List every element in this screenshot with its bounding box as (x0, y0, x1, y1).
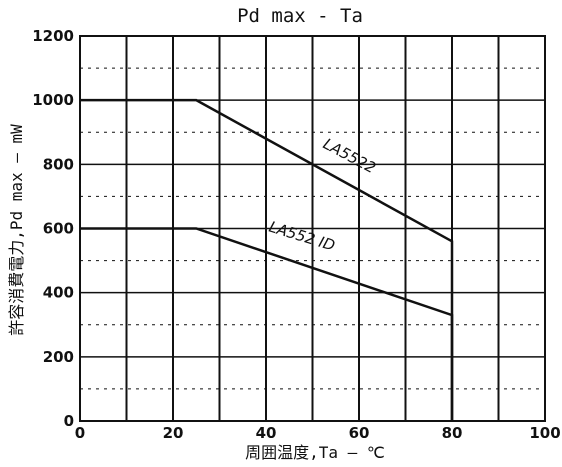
x-axis-label: 周囲温度,Ta — ℃ (245, 443, 385, 462)
x-tick-label: 40 (256, 424, 277, 442)
x-tick-labels: 0 20 40 60 80 100 (75, 424, 561, 442)
x-tick-label: 20 (163, 424, 184, 442)
y-tick-label: 0 (64, 412, 74, 430)
x-tick-label: 80 (442, 424, 463, 442)
x-tick-label: 60 (349, 424, 370, 442)
y-axis-label: 許容消費電力,Pd max — mW (7, 124, 26, 336)
y-tick-label: 200 (43, 348, 74, 366)
y-tick-label: 800 (43, 155, 74, 173)
x-tick-label: 100 (529, 424, 560, 442)
series-label-la5522: LA5522 (320, 135, 379, 178)
series-line-la552id (80, 227, 454, 421)
series-label-la552id: LA552 ID (267, 218, 337, 255)
y-tick-label: 1200 (32, 27, 74, 45)
y-tick-labels: 0 200 400 600 800 1000 1200 (32, 27, 74, 430)
y-tick-label: 1000 (32, 91, 74, 109)
x-tick-label: 0 (75, 424, 85, 442)
series-lines (80, 98, 454, 421)
chart-title: Pd max - Ta (237, 5, 363, 27)
y-tick-label: 400 (43, 284, 74, 302)
y-tick-label: 600 (43, 220, 74, 238)
